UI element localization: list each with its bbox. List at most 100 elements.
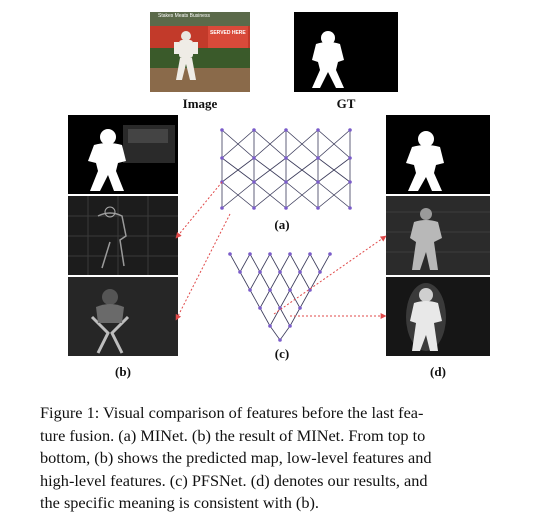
diagram-edge (259, 271, 271, 291)
diagram-node (348, 156, 352, 160)
diagram-edge (269, 289, 281, 309)
diagram-node (308, 252, 312, 256)
diagram-node (248, 252, 252, 256)
diagram-edge (285, 129, 319, 159)
diagram-node (288, 324, 292, 328)
caption-line: Figure 1: Visual comparison of features … (40, 403, 424, 422)
diagram-node (220, 206, 224, 210)
diagram-edge (259, 307, 271, 327)
diagram-node (268, 252, 272, 256)
diagram-edge (239, 253, 251, 273)
diagram-edge (249, 253, 261, 273)
arrow-to-minet-low-level (175, 181, 223, 239)
diagram-edge (253, 181, 287, 209)
diagram-node (284, 206, 288, 210)
diagram-edge (289, 307, 301, 327)
diagram-edge (299, 289, 311, 309)
diagram-node (348, 180, 352, 184)
diagram-node (316, 180, 320, 184)
diagram-node (278, 270, 282, 274)
diagram-edge (259, 289, 271, 309)
diagram-node (228, 252, 232, 256)
diagram-edge (279, 325, 291, 341)
diagram-edge (269, 325, 281, 341)
caption-line: bottom, (b) shows the predicted map, low… (40, 448, 432, 467)
diagram-edge (221, 157, 255, 183)
diagram-node (252, 206, 256, 210)
scene-sign-text: SERVED HERE (210, 30, 246, 36)
caption-line: high-level features. (c) PFSNet. (d) den… (40, 470, 428, 490)
diagram-node (238, 270, 242, 274)
diagram-node (248, 288, 252, 292)
diagram-edge (309, 253, 321, 273)
diagram-node (252, 180, 256, 184)
panel-label-b: (b) (115, 364, 131, 379)
arrow-to-minet-high-level (175, 213, 231, 321)
diagram-node (308, 288, 312, 292)
diagram-edge (221, 129, 255, 159)
diagram-node (252, 128, 256, 132)
diagram-edge (309, 271, 321, 291)
panel-label-a: (a) (274, 217, 290, 232)
ground-truth-silhouette (312, 31, 344, 88)
panel-label-d: (d) (430, 364, 446, 379)
diagram-edge (317, 181, 351, 209)
diagram-node (316, 156, 320, 160)
diagram-edge (279, 271, 291, 291)
diagram-edge (285, 181, 319, 209)
diagram-edge (317, 129, 351, 159)
diagram-node (328, 252, 332, 256)
diagram-node (288, 252, 292, 256)
diagram-node (298, 270, 302, 274)
panel-label-c: (c) (274, 346, 290, 361)
diagram-edge (221, 181, 255, 209)
diagram-edge (269, 271, 281, 291)
diagram-edge (299, 253, 311, 273)
arrow-to-pfsnet-low-level (273, 235, 387, 315)
diagram-edge (317, 157, 351, 183)
diagram-edge (279, 307, 291, 327)
diagram-edge (229, 253, 241, 273)
diagram-edge (279, 289, 291, 309)
figure-caption: Figure 1: Visual comparison of features … (40, 402, 510, 515)
diagram-node (284, 128, 288, 132)
pfsnet-predicted-map (386, 115, 490, 194)
minet-architecture-diagram (220, 128, 352, 210)
image-label: Image (182, 96, 218, 111)
input-image-scene (150, 12, 250, 92)
diagram-edge (249, 289, 261, 309)
minet-high-level-features (68, 277, 178, 356)
diagram-node (284, 180, 288, 184)
diagram-node (318, 270, 322, 274)
diagram-node (348, 206, 352, 210)
diagram-node (252, 156, 256, 160)
diagram-node (258, 306, 262, 310)
diagram-node (268, 324, 272, 328)
comparison-arrows (175, 181, 387, 321)
diagram-node (316, 128, 320, 132)
diagram-edge (319, 253, 331, 273)
diagram-node (258, 270, 262, 274)
input-image: Stakes Meats Business SERVED HERE (150, 12, 250, 92)
caption-line: the specific meaning is consistent with … (40, 493, 319, 512)
gt-label: GT (336, 96, 356, 111)
diagram-edge (249, 271, 261, 291)
diagram-node (348, 128, 352, 132)
diagram-node (298, 306, 302, 310)
diagram-node (284, 156, 288, 160)
pfsnet-architecture-diagram (228, 252, 332, 342)
minet-low-level-features (68, 196, 178, 275)
diagram-edge (289, 271, 301, 291)
ground-truth-map (294, 12, 398, 92)
diagram-node (268, 288, 272, 292)
caption-line: ture fusion. (a) MINet. (b) the result o… (40, 425, 426, 445)
diagram-node (220, 156, 224, 160)
diagram-edge (299, 271, 311, 291)
diagram-edge (285, 157, 319, 183)
diagram-edge (253, 157, 287, 183)
pfsnet-high-level-features (386, 277, 490, 356)
diagram-node (220, 128, 224, 132)
scene-banner-text: Stakes Meats Business (158, 13, 210, 19)
diagram-edge (259, 253, 271, 273)
diagram-edge (253, 129, 287, 159)
